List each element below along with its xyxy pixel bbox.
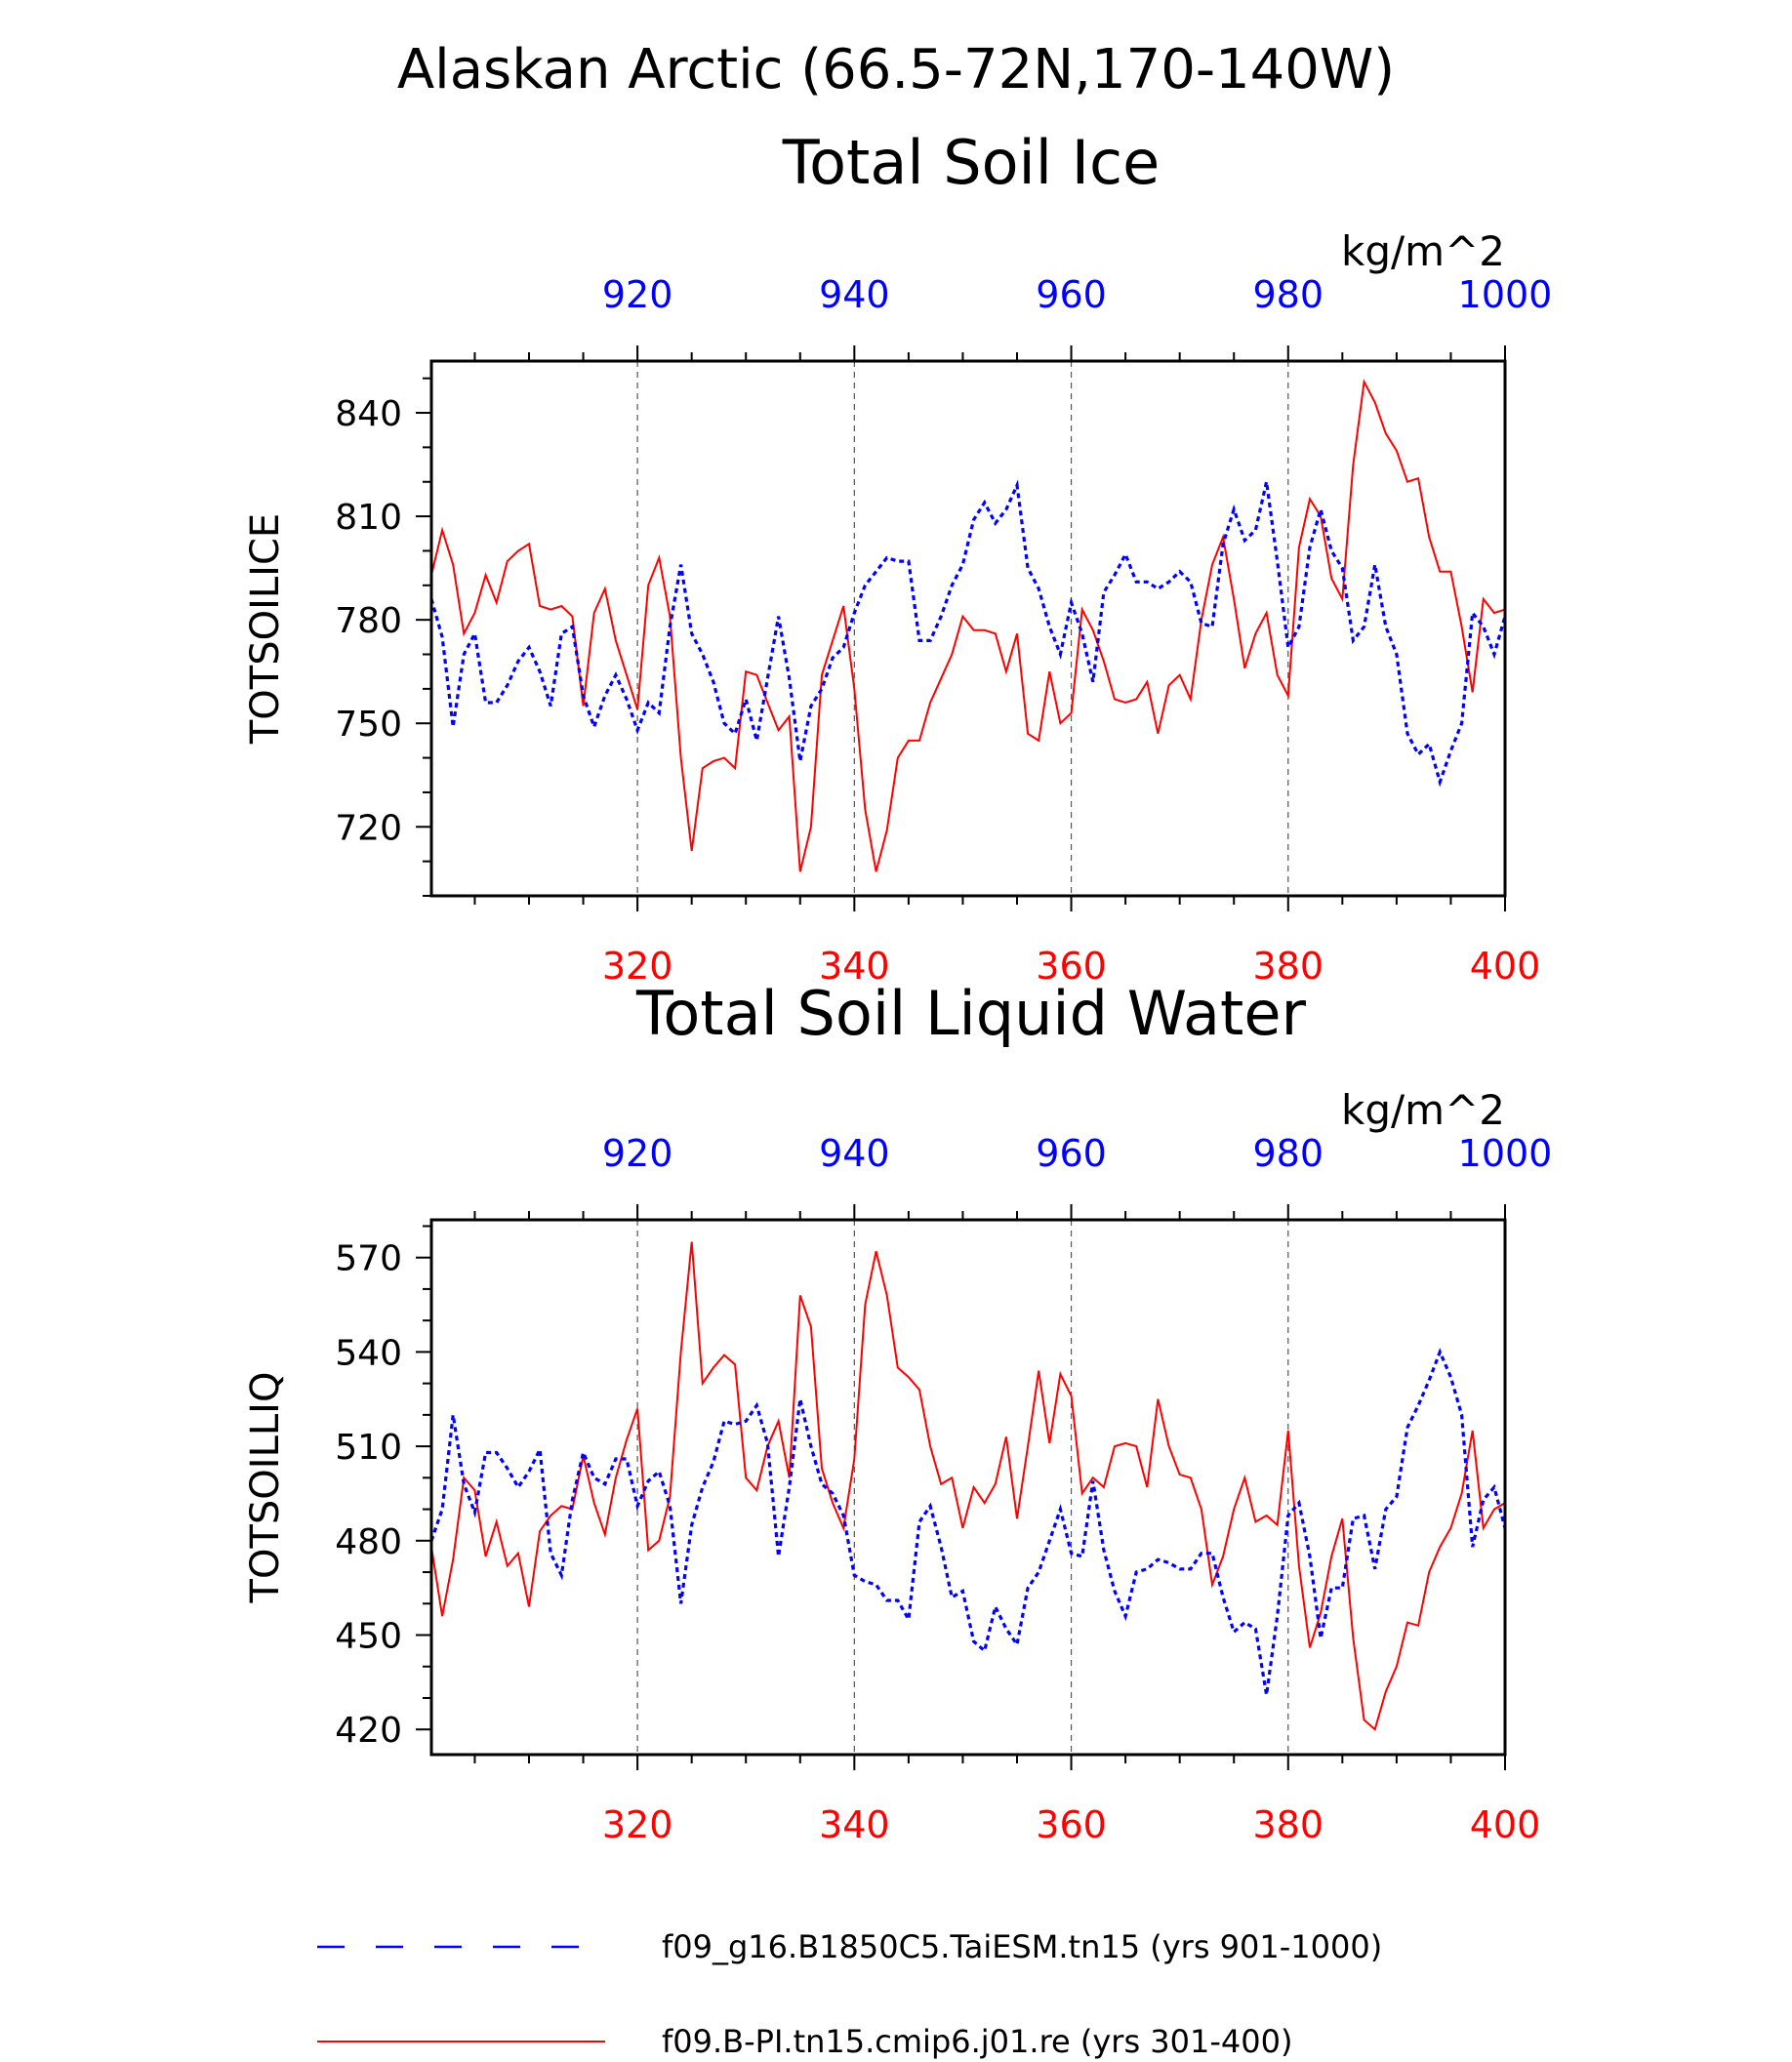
x-bottom-tick-label: 320 [602,1803,673,1846]
x-top-tick-label: 920 [602,273,673,316]
panel-total-soil-ice: Total Soil Ice kg/m^2 720 750 780 810 840 TOTSO… [243,127,1552,988]
x-bottom-tick-label: 400 [1470,945,1541,988]
x-bottom-tick-label: 340 [819,945,890,988]
panel-title: Total Soil Liquid Water [635,978,1306,1049]
series-line-dashed [429,479,1507,788]
x-bottom-tick-label: 380 [1253,945,1324,988]
x-top-tick-label: 920 [602,1132,673,1175]
x-bottom-tick-label: 400 [1470,1803,1541,1846]
y-axis-label: TOTSOILICE [243,513,288,745]
x-top-tick-label: 980 [1253,1132,1324,1175]
y-tick-label: 780 [335,601,402,641]
x-top-tick-label: 960 [1036,1132,1107,1175]
plot-frame [429,1218,1507,1757]
x-bottom-tick-label: 320 [602,945,673,988]
x-bottom-tick-label: 360 [1036,1803,1107,1846]
y-axis-label: TOTSOILLIQ [243,1372,288,1604]
legend-label-a: f09_g16.B1850C5.TaiESM.tn15 (yrs 901-100… [662,1928,1382,1965]
x-bottom-tick-label: 340 [819,1803,890,1846]
y-tick-label: 570 [335,1239,402,1279]
series-line-dashed [429,1348,1507,1696]
x-top-tick-label: 1000 [1458,1132,1553,1175]
unit-label: kg/m^2 [1341,227,1505,275]
x-top-tick-label: 980 [1253,273,1324,316]
y-tick-label: 840 [335,394,402,434]
y-tick-label: 510 [335,1428,402,1468]
x-top-tick-label: 940 [819,1132,890,1175]
y-tick-label: 450 [335,1617,402,1657]
y-tick-label: 810 [335,498,402,538]
y-tick-label: 420 [335,1711,402,1751]
y-tick-label: 750 [335,705,402,745]
series-line-solid [430,378,1506,872]
x-bottom-tick-label: 380 [1253,1803,1324,1846]
x-top-tick-label: 960 [1036,273,1107,316]
figure-title: Alaskan Arctic (66.5-72N,170-140W) [397,38,1395,101]
panel-total-soil-liquid-water: Total Soil Liquid Water kg/m^2 420 450 480 51… [243,978,1552,1846]
x-bottom-tick-label: 360 [1036,945,1107,988]
x-top-tick-label: 1000 [1458,273,1553,316]
series-line-solid [430,1241,1506,1731]
plot-frame [429,359,1507,898]
legend: f09_g16.B1850C5.TaiESM.tn15 (yrs 901-100… [317,1928,1382,2060]
x-top-tick-label: 940 [819,273,890,316]
y-tick-label: 480 [335,1522,402,1562]
panel-title: Total Soil Ice [782,127,1160,198]
y-tick-label: 720 [335,808,402,848]
y-tick-label: 540 [335,1333,402,1373]
legend-label-b: f09.B-PI.tn15.cmip6.j01.re (yrs 301-400) [662,2023,1292,2060]
unit-label: kg/m^2 [1341,1086,1505,1134]
